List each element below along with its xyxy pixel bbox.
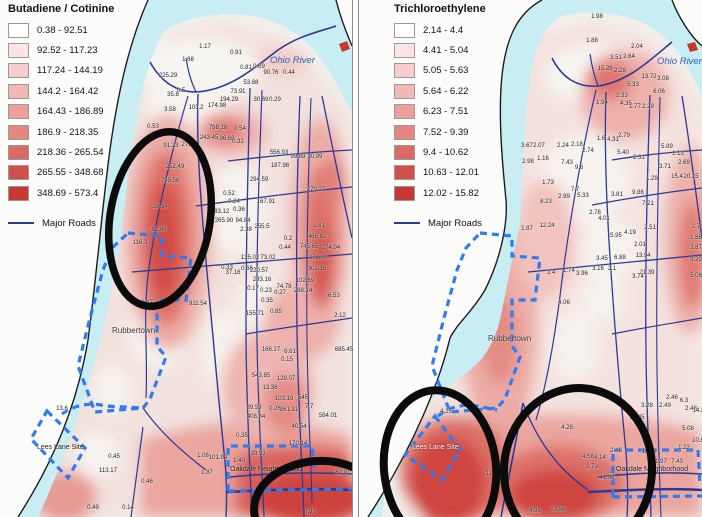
shoreline bbox=[17, 0, 149, 517]
legend-range-label: 265.55 - 348.68 bbox=[37, 167, 104, 179]
place-rubbertown-right: Rubbertown bbox=[488, 334, 532, 343]
legend-swatch bbox=[8, 145, 29, 161]
legend-swatch bbox=[394, 83, 415, 99]
legend-row: 265.55 - 348.68 bbox=[8, 163, 114, 183]
place-rubbertown-left: Rubbertown bbox=[112, 326, 156, 335]
map-title-left: Butadiene / Cotinine bbox=[8, 3, 115, 15]
legend-range-label: 144.2 - 164.42 bbox=[37, 85, 99, 97]
legend-swatch bbox=[8, 63, 29, 79]
legend-range-label: 117.24 - 144.19 bbox=[37, 65, 103, 77]
legend-range-label: 186.9 - 218.35 bbox=[37, 126, 99, 138]
legend-swatch bbox=[394, 104, 415, 120]
legend-swatch bbox=[394, 22, 415, 38]
legend-roads-row: Major Roads bbox=[394, 218, 486, 229]
legend-row: 144.2 - 164.42 bbox=[8, 81, 114, 101]
legend-roads-row: Major Roads bbox=[8, 218, 114, 229]
legend-row: 164.43 - 186.89 bbox=[8, 102, 114, 122]
legend-range-label: 10.63 - 12.01 bbox=[423, 167, 479, 179]
legend-range-label: 164.43 - 186.89 bbox=[37, 106, 104, 118]
legend-row: 5.05 - 5.63 bbox=[394, 61, 486, 81]
legend-row: 117.24 - 144.19 bbox=[8, 61, 114, 81]
legend-swatch bbox=[8, 43, 29, 59]
legend-range-label: 218.36 - 265.54 bbox=[37, 147, 104, 159]
legend-swatch bbox=[8, 124, 29, 140]
legend-swatch bbox=[8, 165, 29, 181]
legend-range-label: 2.14 - 4.4 bbox=[423, 24, 464, 36]
road-line-icon bbox=[8, 222, 34, 225]
legend-range-label: 6.23 - 7.51 bbox=[423, 106, 469, 118]
road-line-icon bbox=[394, 222, 420, 225]
legend-range-label: 348.69 - 573.4 bbox=[37, 187, 99, 199]
legend-row: 218.36 - 265.54 bbox=[8, 142, 114, 162]
red-marker bbox=[687, 42, 698, 52]
legend-row: 2.14 - 4.4 bbox=[394, 20, 486, 40]
legend-row: 9.4 - 10.62 bbox=[394, 142, 486, 162]
legend-row: 7.52 - 9.39 bbox=[394, 122, 486, 142]
legend-row: 6.23 - 7.51 bbox=[394, 102, 486, 122]
shoreline-ne bbox=[671, 0, 702, 47]
legend-swatch bbox=[8, 185, 29, 201]
legend-swatch bbox=[8, 83, 29, 99]
legend-row: 10.63 - 12.01 bbox=[394, 163, 486, 183]
legend-range-label: 0.38 - 92.51 bbox=[37, 24, 88, 36]
legend-swatch bbox=[394, 185, 415, 201]
legend-range-label: 9.4 - 10.62 bbox=[423, 147, 469, 159]
place-lees-lane-right: Lees Lane Site bbox=[412, 444, 459, 451]
ohio-river-water bbox=[18, 0, 352, 517]
river-label-right: Ohio River bbox=[657, 56, 702, 67]
legend-row: 186.9 - 218.35 bbox=[8, 122, 114, 142]
legend-swatch bbox=[394, 124, 415, 140]
legend-row: 348.69 - 573.4 bbox=[8, 183, 114, 203]
legend-range-label: 4.41 - 5.04 bbox=[423, 45, 469, 57]
legend-swatch bbox=[394, 165, 415, 181]
legend-range-label: 12.02 - 15.82 bbox=[423, 187, 479, 199]
legend-left: Butadiene / Cotinine 0.38 - 92.51 92.52 -… bbox=[8, 3, 114, 229]
roads-label: Major Roads bbox=[42, 217, 96, 229]
roads-label: Major Roads bbox=[428, 217, 482, 229]
river-label-left: Ohio River bbox=[270, 55, 315, 66]
legend-range-label: 7.52 - 9.39 bbox=[423, 126, 469, 138]
legend-swatch bbox=[394, 63, 415, 79]
legend-row: 0.38 - 92.51 bbox=[8, 20, 114, 40]
place-lees-lane-left: Lees Lane Site bbox=[37, 444, 84, 451]
legend-range-label: 5.05 - 5.63 bbox=[423, 65, 469, 77]
legend-range-label: 92.52 - 117.23 bbox=[37, 45, 98, 57]
legend-row: 12.02 - 15.82 bbox=[394, 183, 486, 203]
legend-row: 4.41 - 5.04 bbox=[394, 40, 486, 60]
legend-rows: 0.38 - 92.51 92.52 - 117.23 117.24 - 144.1… bbox=[8, 20, 114, 204]
legend-swatch bbox=[394, 43, 415, 59]
place-oakdale-left: Oakdale Neighborhood bbox=[230, 466, 302, 473]
far-bank-ne bbox=[672, 0, 702, 46]
legend-rows: 2.14 - 4.4 4.41 - 5.04 5.05 - 5.63 5.64 - 6… bbox=[394, 20, 486, 204]
legend-range-label: 5.64 - 6.22 bbox=[423, 85, 469, 97]
legend-swatch bbox=[8, 104, 29, 120]
map-title-right: Trichloroethylene bbox=[394, 3, 486, 15]
legend-row: 92.52 - 117.23 bbox=[8, 40, 114, 60]
legend-swatch bbox=[394, 145, 415, 161]
legend-right: Trichloroethylene 2.14 - 4.4 4.41 - 5.04 5… bbox=[394, 3, 486, 229]
place-oakdale-right: Oakdale Neighborhood bbox=[616, 466, 688, 473]
legend-swatch bbox=[8, 22, 29, 38]
red-marker bbox=[339, 41, 350, 52]
legend-row: 5.64 - 6.22 bbox=[394, 81, 486, 101]
map-divider bbox=[352, 0, 359, 517]
shoreline-ne bbox=[335, 0, 352, 47]
